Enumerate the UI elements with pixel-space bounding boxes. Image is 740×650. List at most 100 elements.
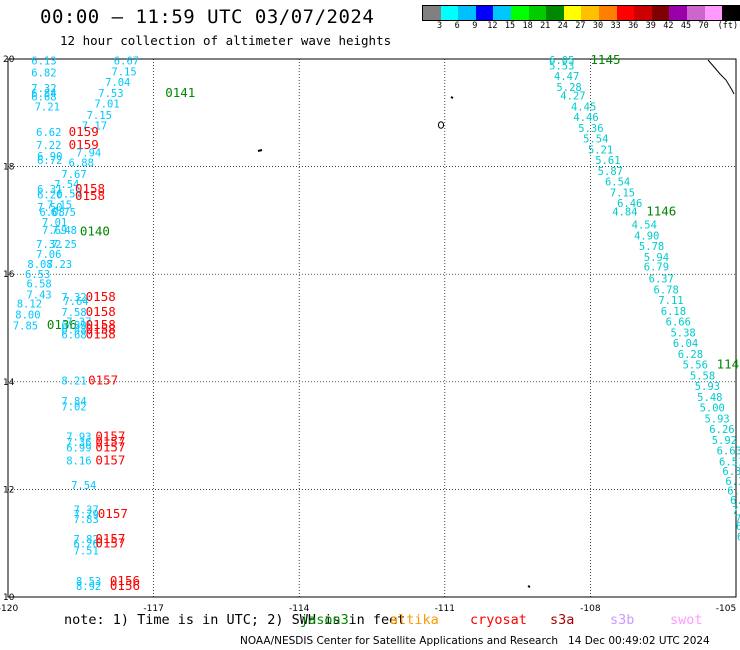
- legend-label: 18: [522, 21, 533, 31]
- wave-height-label: 6.21: [730, 495, 740, 507]
- legend-label: 27: [575, 21, 586, 31]
- pass-time-label: 0157: [95, 434, 125, 449]
- wave-height-label: 6.37: [649, 274, 674, 286]
- wave-height-label: 6.18: [661, 306, 686, 318]
- wave-height-label: 4.54: [632, 220, 657, 232]
- pass-time-label: 0158: [75, 188, 105, 203]
- wave-height-label: 6.53: [25, 269, 50, 281]
- pass-time-label: 0158: [86, 289, 116, 304]
- wave-height-label: 6.51: [719, 456, 740, 468]
- wave-height-label: 6.13: [31, 56, 56, 68]
- wave-height-label: 5.87: [598, 166, 623, 178]
- pass-time-label: 0157: [98, 506, 128, 521]
- wave-height-label: 4.45: [571, 101, 596, 113]
- legend-swatch: [651, 6, 670, 20]
- wave-height-label: 5.21: [588, 144, 613, 156]
- graticule: [8, 59, 736, 597]
- latitude-label: 16: [3, 270, 15, 280]
- wave-height-label: 7.23: [47, 259, 72, 271]
- pass-time-label: 0158: [86, 304, 116, 319]
- latitude-label: 12: [3, 485, 14, 495]
- wave-height-label: 6.05: [549, 55, 574, 67]
- wave-height-label: 5.38: [670, 327, 695, 339]
- wave-height-label: 7.85: [13, 320, 38, 332]
- wave-height-label: 5.92: [712, 435, 737, 447]
- wave-height-label: 7.94: [76, 148, 101, 160]
- wave-height-label: 6.88: [69, 157, 94, 169]
- satellite-cryosat: cryosat: [470, 612, 527, 628]
- credit-timestamp: 14 Dec 00:49:02 UTC 2024: [568, 635, 710, 647]
- longitude-label: -111: [435, 604, 455, 614]
- note-text: note: 1) Time is in UTC; 2) SWH is in fe…: [64, 612, 406, 628]
- legend-swatch: [634, 6, 652, 20]
- wave-height-label: 7.22: [36, 140, 61, 152]
- land-features: [257, 59, 735, 588]
- pass-time-label: 0158: [75, 181, 105, 196]
- longitude-label: -114: [289, 604, 310, 614]
- wave-height-label: 8.12: [17, 298, 42, 310]
- legend-swatch: [704, 6, 723, 20]
- wave-height-label: 5.28: [556, 82, 581, 94]
- latitude-label: 20: [3, 55, 15, 65]
- wave-height-label: 6.30: [722, 466, 740, 478]
- legend-swatch: [563, 6, 582, 20]
- wave-height-label: 5.61: [595, 155, 620, 167]
- wave-height-label: 6.90: [37, 151, 62, 163]
- wave-height-label: 6.26: [74, 539, 99, 551]
- page-title: 00:00 — 11:59 UTC 03/07/2024: [40, 6, 375, 28]
- satellite-altika: altika: [390, 612, 439, 628]
- wave-height-label: 6.04: [673, 338, 698, 350]
- wave-height-label: 8.92: [76, 581, 101, 593]
- wave-height-label: 6.63: [717, 446, 740, 458]
- legend-label: 45: [680, 21, 692, 31]
- wave-height-label: 5.78: [639, 241, 664, 253]
- wave-height-label: 7.37: [74, 504, 99, 516]
- wave-height-label: 7.06: [36, 249, 61, 261]
- legend-label: 33: [610, 21, 621, 31]
- wave-height-label: 7.43: [26, 290, 51, 302]
- pass-time-label: 0157: [95, 452, 125, 467]
- wave-height-label: 7.04: [105, 77, 130, 89]
- wave-height-label: 7.15: [87, 110, 112, 122]
- wave-height-label: 6.20: [37, 190, 62, 202]
- island-small: [257, 149, 263, 152]
- wave-height-label: 7.53: [98, 88, 123, 100]
- wave-height-label: 6.62: [36, 127, 61, 139]
- latitude-label: 14: [3, 378, 15, 388]
- latitude-label: 18: [3, 163, 15, 173]
- latitude-label: 10: [3, 593, 15, 603]
- legend-swatch: [458, 6, 476, 20]
- wave-height-label: 7.11: [658, 295, 683, 307]
- wave-height-label: 7.17: [82, 121, 107, 133]
- credit-text: NOAA/NESDIS Center for Satellite Applica…: [240, 635, 558, 647]
- wave-height-label: 7.79: [74, 509, 99, 521]
- legend-label: 70: [698, 21, 709, 31]
- legend-swatch: [669, 6, 687, 20]
- wave-height-label: 7.64: [63, 296, 88, 308]
- wave-height-label: 6.5: [736, 521, 740, 533]
- wave-height-label: 7.02: [61, 402, 86, 414]
- wave-height-label: 6.54: [605, 177, 630, 189]
- wave-height-label: 6.72: [37, 155, 62, 167]
- wave-height-label: 4.27: [560, 91, 585, 103]
- wave-height-label: 8.53: [76, 576, 101, 588]
- wave-height-label: 7.32: [36, 239, 61, 251]
- satellite-jason3: jason3: [300, 612, 349, 628]
- pass-time-label: 0157: [88, 373, 118, 388]
- wave-height-label: 5.54: [583, 134, 608, 146]
- legend-swatch: [686, 6, 705, 20]
- wave-height-label: 5.94: [644, 252, 669, 264]
- legend-swatch: [581, 6, 599, 20]
- satellite-s3a: s3a: [550, 612, 575, 628]
- wave-height-label: 7.54: [54, 179, 79, 191]
- wave-height-label: 5.36: [578, 123, 603, 135]
- legend-label: 39: [645, 21, 656, 31]
- wave-height-label: 7.50: [37, 202, 62, 214]
- wave-height-label: 6.9: [737, 532, 740, 544]
- wave-height-label: 6.84: [31, 88, 56, 100]
- pass-time-label: 0156: [110, 578, 140, 593]
- pass-time-label: 0141: [165, 85, 195, 100]
- island-socorro: [437, 121, 445, 129]
- wave-height-label: 5.00: [700, 403, 725, 415]
